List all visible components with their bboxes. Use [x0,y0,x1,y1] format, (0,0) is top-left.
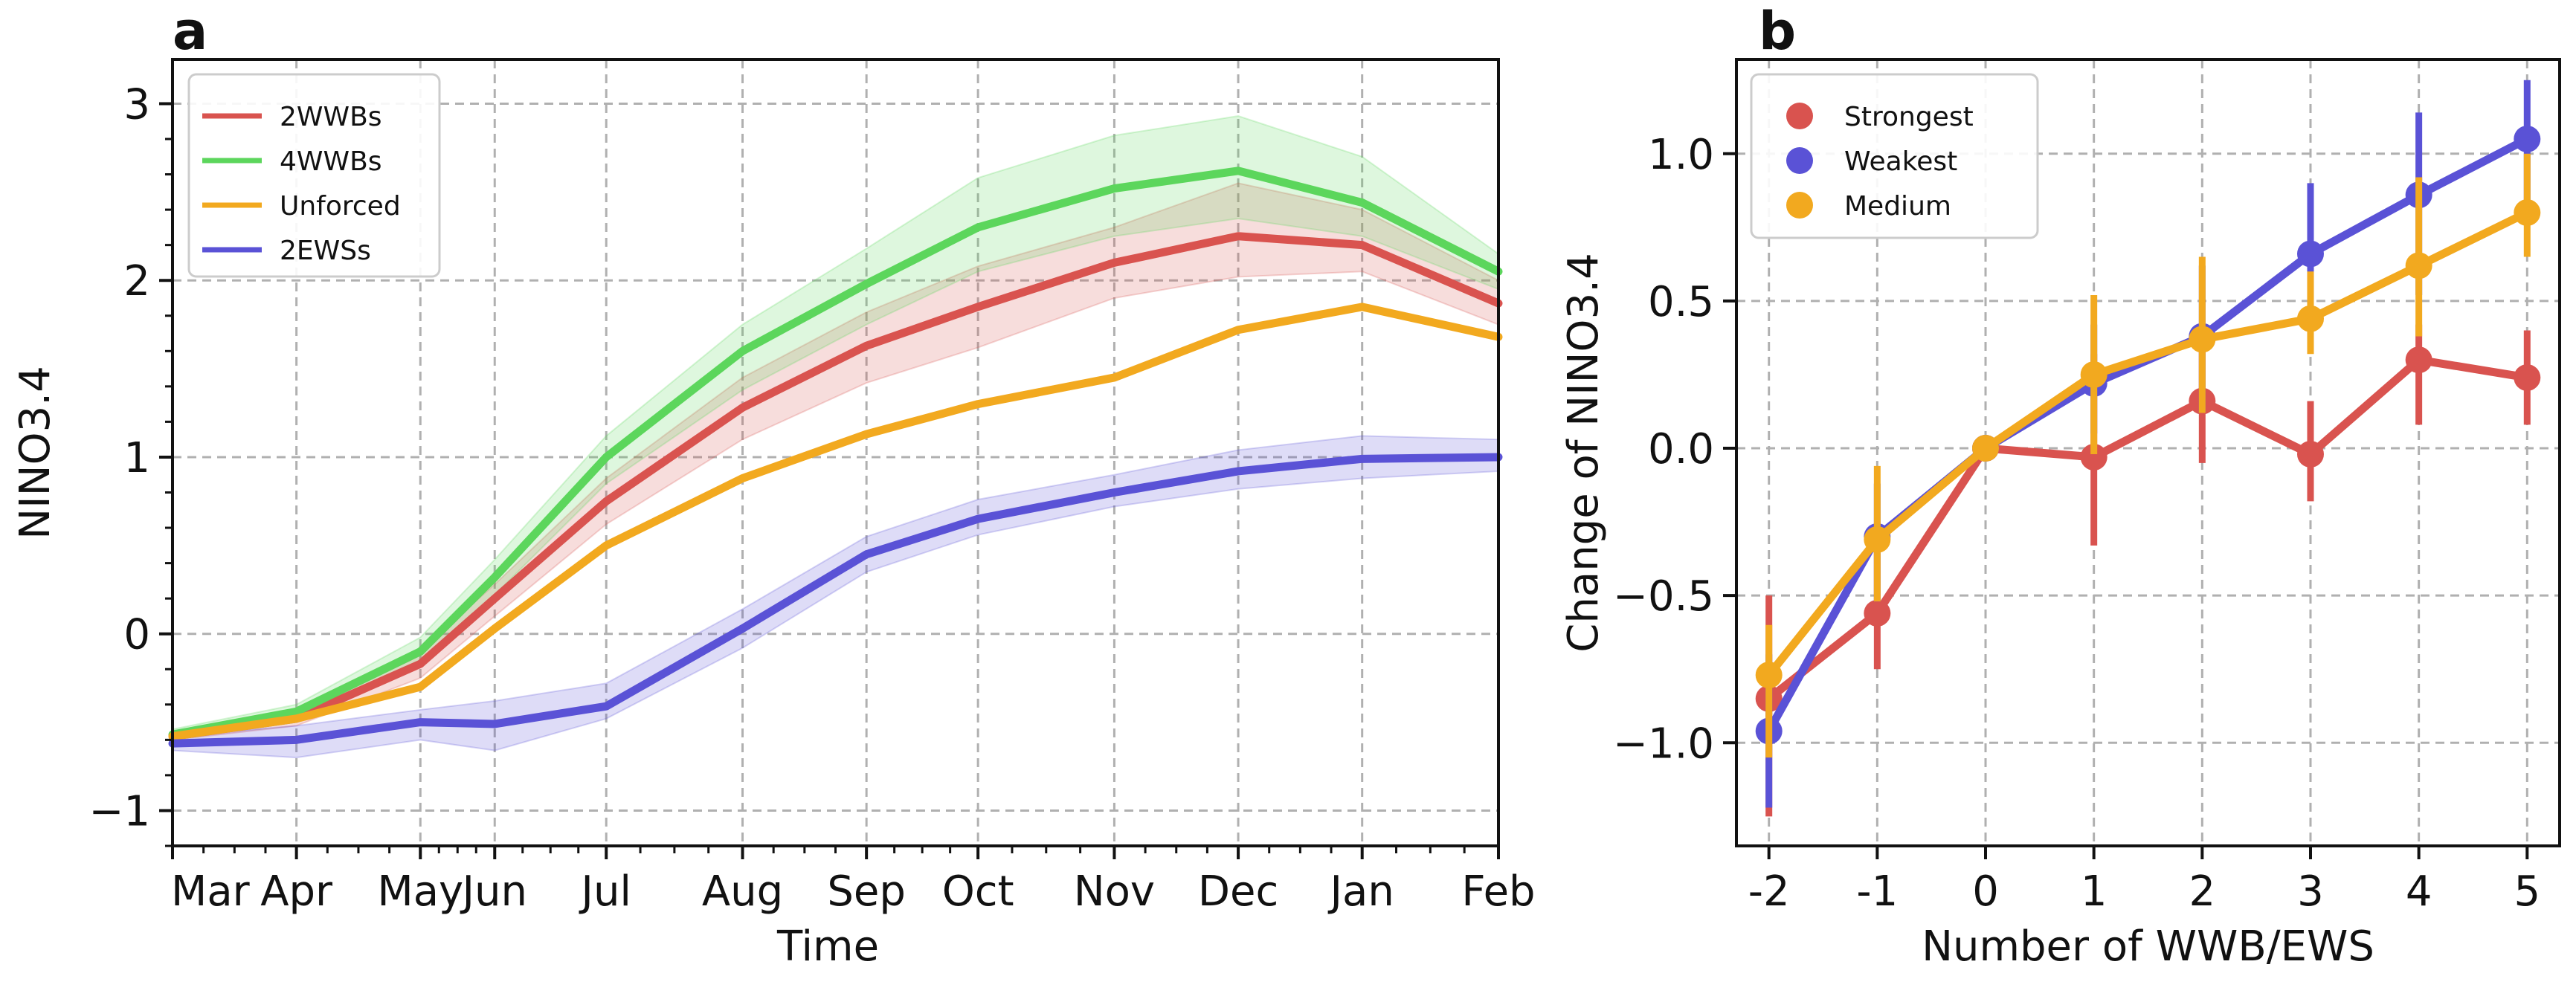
legend-b: Strongest Weakest Medium [1750,73,2039,239]
point-weakest [2296,240,2324,268]
y-tick-label: 2 [123,257,150,306]
legend-label-unforced: Unforced [280,191,401,222]
point-medium [1972,435,2000,462]
point-weakest [2514,125,2541,152]
x-tick-label: 4 [2406,867,2432,916]
x-tick-label: Feb [1461,867,1535,916]
x-tick-label: Oct [942,867,1014,916]
panel-b-chart: −1.0 −0.5 0.0 0.5 1.0 -2 -1 0 1 2 3 4 5 Number of WWB… [1559,58,2561,971]
x-tick-label: -1 [1856,867,1898,916]
point-medium [1755,662,1783,689]
legend-a: 2WWBs 4WWBs Unforced 2EWSs [187,73,441,278]
band-2ewss [172,435,1499,759]
x-tick-label: Jun [460,867,528,916]
x-tick-label: 1 [2081,867,2108,916]
x-axis-label-b: Number of WWB/EWS [1922,922,2374,971]
y-tick-label: 0.5 [1648,278,1714,326]
x-tick-label: Apr [260,867,333,916]
legend-box [1750,73,2039,239]
y-tick-label: 1.0 [1648,131,1714,179]
y-tick-label: 0 [123,611,150,659]
line-unforced [168,303,1503,741]
x-tick-label: Nov [1074,867,1155,916]
panel-label-b: b [1759,1,1796,62]
point-medium [2514,199,2541,227]
legend-label-2wwbs: 2WWBs [280,102,382,132]
point-medium [2080,361,2108,388]
y-tick-label: −1.0 [1613,720,1714,768]
legend-label-2ewss: 2EWSs [280,236,371,266]
x-tick-label: 0 [1972,867,1999,916]
y-tick-label: 1 [123,434,150,482]
legend-swatch-medium [1786,192,1813,219]
point-medium [2296,305,2324,332]
legend-label-strongest: Strongest [1844,102,1974,132]
x-tick-label: May [377,867,463,916]
x-tick-label: Mar [171,867,251,916]
legend-swatch-strongest [1786,103,1813,129]
point-strongest [2405,346,2432,374]
x-tick-label: 3 [2297,867,2324,916]
x-tick-label: Jul [579,867,631,916]
y-tick-label: 3 [123,80,150,129]
y-axis-label-b: Change of NINO3.4 [1559,253,1608,652]
legend-label-weakest: Weakest [1844,146,1957,177]
x-tick-label: Aug [702,867,783,916]
point-medium [2189,326,2216,353]
y-tick-label: 0.0 [1648,425,1714,473]
y-axis-label-a: NINO3.4 [11,366,59,539]
point-strongest [2080,443,2108,471]
line-strongest [1766,355,2528,702]
point-medium [2405,252,2432,279]
plot-frame-b [1735,58,2561,847]
legend-label-4wwbs: 4WWBs [280,146,382,177]
line-4wwbs [168,167,1503,739]
legend-box [187,73,441,278]
line-medium [1765,209,2529,678]
x-tick-label: Dec [1198,867,1278,916]
y-tick-label: −1 [88,787,150,835]
legend-label-medium: Medium [1844,191,1951,222]
line-2ewss [168,453,1503,748]
point-strongest [2296,440,2324,468]
x-axis-label-a: Time [776,922,879,971]
x-tick-label: 2 [2189,867,2216,916]
point-medium [1864,526,1891,553]
line-2wwbs [168,232,1503,741]
point-strongest [1864,599,1891,627]
point-strongest [2514,363,2541,391]
panel-label-a: a [173,1,207,62]
y-tick-label: −0.5 [1613,572,1714,621]
x-tick-label: 5 [2514,867,2540,916]
x-tick-label: Sep [827,867,906,916]
x-tick-label: -2 [1748,867,1790,916]
legend-swatch-weakest [1786,147,1813,174]
x-tick-label: Jan [1328,867,1394,916]
